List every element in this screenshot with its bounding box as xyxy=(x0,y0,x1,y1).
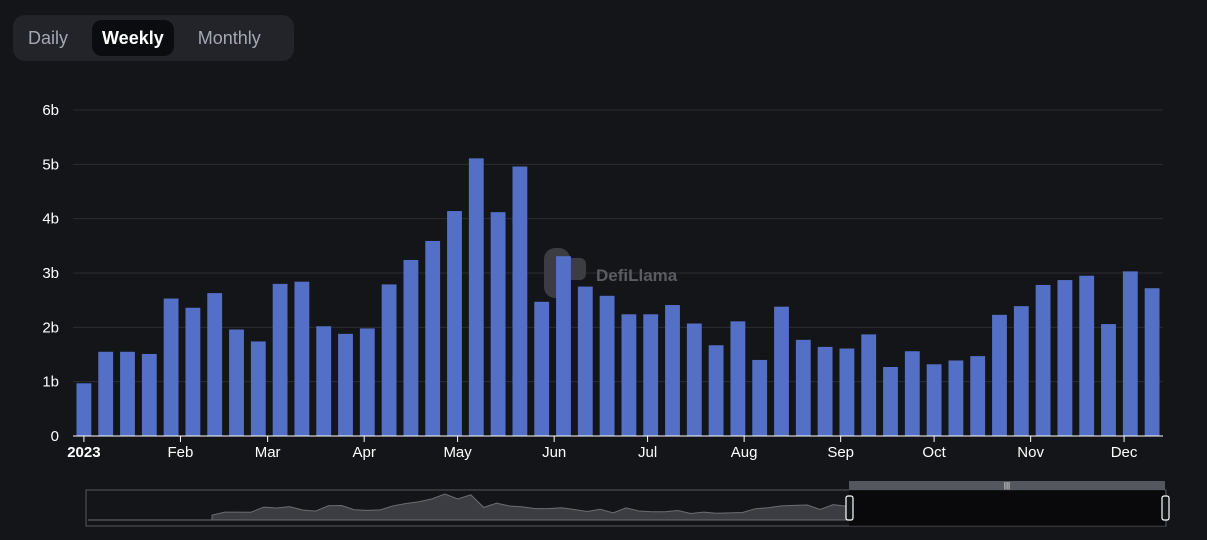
y-tick-label: 1b xyxy=(42,374,59,391)
y-tick-label: 3b xyxy=(42,265,59,282)
bar[interactable] xyxy=(970,356,986,436)
bar[interactable] xyxy=(1144,288,1160,436)
bar[interactable] xyxy=(447,211,462,436)
bar[interactable] xyxy=(795,339,811,436)
bar[interactable] xyxy=(643,314,659,436)
period-toggle: Daily Weekly Monthly xyxy=(13,15,294,61)
bar[interactable] xyxy=(730,321,746,436)
bar[interactable] xyxy=(425,240,441,436)
y-tick-label: 0 xyxy=(51,428,59,445)
bar[interactable] xyxy=(839,348,855,436)
x-tick-label: Jul xyxy=(638,444,657,461)
x-axis: 2023 Feb Mar Apr May Jun Jul Aug Sep Oct Nov Dec xyxy=(67,435,1163,461)
x-tick-label: Jun xyxy=(542,444,566,461)
bar[interactable] xyxy=(534,301,550,436)
bar[interactable] xyxy=(904,351,920,436)
x-tick-label: 2023 xyxy=(67,444,100,461)
zoom-drag-bar[interactable] xyxy=(849,481,1165,490)
bar[interactable] xyxy=(98,351,114,436)
bar[interactable] xyxy=(1035,284,1051,436)
x-tick-label: Feb xyxy=(168,444,194,461)
bar[interactable] xyxy=(76,383,92,436)
zoom-handle-right[interactable] xyxy=(1161,495,1170,521)
y-tick-label: 2b xyxy=(42,319,59,336)
bar[interactable] xyxy=(1057,280,1073,436)
bar[interactable] xyxy=(708,345,724,436)
bar[interactable] xyxy=(1101,324,1116,436)
bar[interactable] xyxy=(1013,306,1029,436)
zoom-overview-area xyxy=(88,493,847,521)
zoom-selected-window[interactable] xyxy=(849,490,1165,526)
zoom-slider[interactable]: ||| xyxy=(85,481,1170,527)
bar[interactable] xyxy=(359,328,375,436)
bar[interactable] xyxy=(512,166,528,437)
y-tick-label: 4b xyxy=(42,211,59,228)
bar[interactable] xyxy=(556,256,571,436)
bar[interactable] xyxy=(774,306,789,436)
x-tick-label: Nov xyxy=(1017,444,1044,461)
bar[interactable] xyxy=(163,298,179,436)
bar[interactable] xyxy=(338,333,353,436)
x-tick-label: May xyxy=(443,444,472,461)
bars xyxy=(76,158,1160,437)
y-tick-label: 5b xyxy=(42,156,59,173)
bar[interactable] xyxy=(948,360,964,436)
bar[interactable] xyxy=(294,281,310,436)
bar[interactable] xyxy=(577,286,593,436)
bar[interactable] xyxy=(250,341,266,436)
bar[interactable] xyxy=(1079,275,1095,436)
watermark-text: DefiLlama xyxy=(596,266,678,285)
x-tick-label: Mar xyxy=(255,444,281,461)
x-tick-label: Apr xyxy=(353,444,376,461)
bar[interactable] xyxy=(665,305,680,436)
bar[interactable] xyxy=(752,359,768,436)
bar[interactable] xyxy=(861,334,877,436)
bar[interactable] xyxy=(490,212,506,436)
y-axis: 0 1b 2b 3b 4b 5b 6b xyxy=(42,102,59,445)
x-tick-label: Aug xyxy=(731,444,758,461)
x-tick-label: Dec xyxy=(1111,444,1138,461)
bar[interactable] xyxy=(468,158,484,436)
toggle-monthly[interactable]: Monthly xyxy=(197,28,261,48)
bar[interactable] xyxy=(599,295,615,436)
bar[interactable] xyxy=(1122,271,1138,436)
bar[interactable] xyxy=(381,284,397,436)
bar[interactable] xyxy=(120,351,135,436)
x-tick-label: Sep xyxy=(827,444,854,461)
zoom-drag-grip-icon: ||| xyxy=(1004,481,1010,490)
bar[interactable] xyxy=(992,314,1007,436)
bar[interactable] xyxy=(272,283,288,436)
bar[interactable] xyxy=(185,307,201,436)
bar[interactable] xyxy=(316,326,332,436)
bar[interactable] xyxy=(686,323,702,436)
bar[interactable] xyxy=(229,329,244,436)
bar[interactable] xyxy=(207,293,223,436)
bar[interactable] xyxy=(403,259,419,436)
bar[interactable] xyxy=(883,366,898,436)
y-tick-label: 6b xyxy=(42,102,59,119)
bar[interactable] xyxy=(926,364,942,436)
x-tick-label: Oct xyxy=(922,444,946,461)
toggle-daily[interactable]: Daily xyxy=(28,28,69,48)
zoom-handle-left[interactable] xyxy=(845,495,854,521)
bar[interactable] xyxy=(817,346,833,436)
toggle-weekly[interactable]: Weekly xyxy=(92,20,174,56)
bar[interactable] xyxy=(141,353,157,436)
bar[interactable] xyxy=(621,314,637,436)
